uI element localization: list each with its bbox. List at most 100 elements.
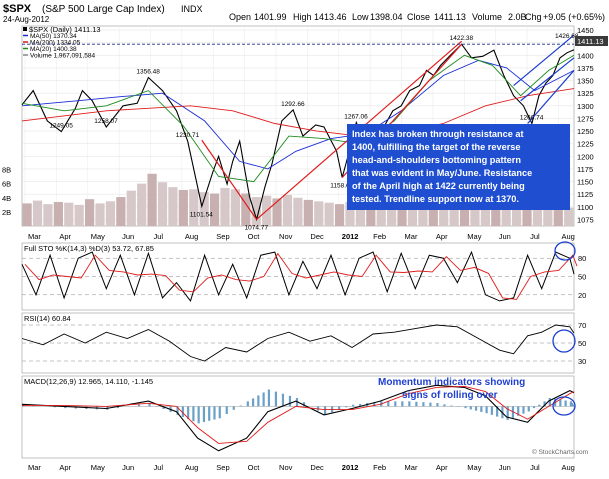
- price-panel: 1249.05 1258.07 1356.48 1230.71 1101.54 1292.…: [2, 25, 608, 231]
- macd-hist-bar: [387, 401, 390, 407]
- macd-panel-frame: [21, 375, 575, 459]
- volume-bar: [543, 206, 553, 226]
- chg-label: Chg: [525, 12, 542, 22]
- price-annotation: 1258.07: [94, 118, 118, 125]
- macd-hist-bar: [64, 406, 67, 409]
- volume-bar: [230, 189, 241, 226]
- macd-hist-bar: [181, 406, 184, 417]
- volume-bar: [293, 197, 303, 226]
- volume-bar: [116, 197, 126, 226]
- macd-signal-line: [22, 385, 575, 444]
- volume-bar: [428, 202, 438, 226]
- x-tick-label: Mar: [405, 463, 418, 472]
- volume-bars: [22, 173, 574, 226]
- x-tick-label: Aug: [561, 232, 574, 241]
- x-tick-label: Apr: [436, 463, 448, 472]
- macd-hist-bar: [232, 406, 235, 410]
- macd-hist-bar: [252, 398, 255, 407]
- rsi-title: RSI(14) 60.84: [24, 314, 71, 323]
- x-tick-label: Feb: [373, 232, 386, 241]
- sto-tick-label: 50: [578, 273, 586, 282]
- x-tick-label: Mar: [405, 232, 418, 241]
- note-line: that was evident in May/June. Resistance: [352, 168, 532, 178]
- macd-hist-bar: [352, 404, 355, 407]
- macd-hist-bar: [262, 392, 265, 407]
- price-tick-label: 1200: [577, 152, 594, 161]
- sto-k-line: [21, 250, 575, 302]
- x-tick-label: May: [91, 463, 105, 472]
- x-tick-label: Oct: [248, 463, 261, 472]
- x-tick-label: May: [467, 463, 481, 472]
- watermark: © StockCharts.com: [532, 448, 588, 456]
- volume-label: Volume: [472, 12, 502, 22]
- macd-hist-bar: [570, 403, 574, 407]
- macd-hist-bar: [571, 404, 575, 407]
- macd-hist-bar: [464, 406, 467, 409]
- x-tick-label: Aug: [561, 463, 574, 472]
- macd-hist-bar: [345, 406, 348, 408]
- price-tick-label: 1175: [577, 165, 593, 174]
- x-tick-label: Jul: [154, 463, 164, 472]
- x-tick-label: Oct: [248, 232, 261, 241]
- x-tick-label: Aug: [185, 463, 198, 472]
- price-tick-label: 1350: [577, 77, 594, 86]
- x-tick-label: Mar: [28, 463, 41, 472]
- volume-tick-label: 4B: [2, 194, 11, 203]
- series-line-ma-50-: [21, 59, 575, 170]
- x-tick-label: May: [467, 232, 481, 241]
- legend-entry: Volume 1,967,091,584: [30, 53, 95, 60]
- open-value: 1401.99: [254, 12, 287, 22]
- price-annotation: 1074.77: [245, 224, 269, 231]
- legend-entry: MA(50) 1370.34: [30, 33, 77, 40]
- momentum-note: Momentum indicators showing signs of roll…: [378, 377, 525, 401]
- macd-hist-bar: [394, 401, 397, 407]
- legend-price: $SPX (Daily) 1411.13: [29, 25, 101, 34]
- macd-hist-bar: [496, 406, 499, 417]
- price-tick-label: 1300: [577, 102, 594, 111]
- macd-hist-bar: [53, 406, 56, 408]
- price-annotation: 1230.71: [176, 132, 200, 139]
- series-line-ma-200-: [21, 88, 575, 137]
- volume-ticks: 8B 6B 4B 2B: [2, 166, 11, 217]
- sto-highlight-circle: [554, 241, 576, 261]
- volume-bar: [345, 202, 355, 226]
- volume-bar: [209, 193, 220, 226]
- macd-hist-bar: [176, 406, 179, 415]
- low-label: Low: [352, 12, 369, 22]
- rsi-lines: [21, 324, 575, 362]
- price-annotation: 1292.66: [281, 101, 305, 108]
- volume-bar: [334, 204, 345, 226]
- last-price: 1411.13: [577, 37, 604, 46]
- macd-hist-bar: [288, 395, 292, 407]
- chart-date: 24-Aug-2012: [3, 15, 50, 24]
- rsi-tick-label: 50: [578, 339, 586, 348]
- price-tick-label: 1450: [577, 26, 594, 35]
- macd-highlight-circle: [552, 396, 576, 416]
- x-tick-label: Jul: [530, 463, 540, 472]
- macd-hist-bar: [538, 404, 541, 407]
- volume-bar: [501, 203, 511, 226]
- price-annotation: 1101.54: [190, 211, 213, 218]
- momentum-note-line: Momentum indicators showing: [378, 377, 525, 388]
- sto-tick-label: 80: [578, 254, 586, 263]
- x-tick-label: Jun: [499, 232, 511, 241]
- macd-hist-bar: [450, 405, 453, 407]
- price-annotation: 1426.68: [555, 33, 579, 40]
- macd-lines: [21, 384, 575, 452]
- macd-hist-bar: [506, 406, 509, 420]
- x-tick-label: Jul: [530, 232, 540, 241]
- macd-hist-bar: [517, 406, 520, 416]
- x-tick-label: 2012: [342, 463, 359, 472]
- macd-hist-bar: [274, 391, 278, 407]
- sto-ticks: 80 50 20: [578, 254, 586, 300]
- x-tick-label: May: [91, 232, 105, 241]
- x-tick-label: Apr: [59, 463, 71, 472]
- volume-bar: [407, 203, 418, 226]
- macd-panel: MACD(12,26,9) 12.965, 14.110, -1.145 Mom…: [21, 375, 576, 459]
- macd-hist-bar: [338, 406, 341, 410]
- volume-bar: [491, 202, 501, 226]
- macd-title: MACD(12,26,9) 12.965, 14.110, -1.145: [24, 377, 153, 386]
- price-annotation: 1249.05: [49, 123, 73, 130]
- x-tick-label: Dec: [310, 463, 324, 472]
